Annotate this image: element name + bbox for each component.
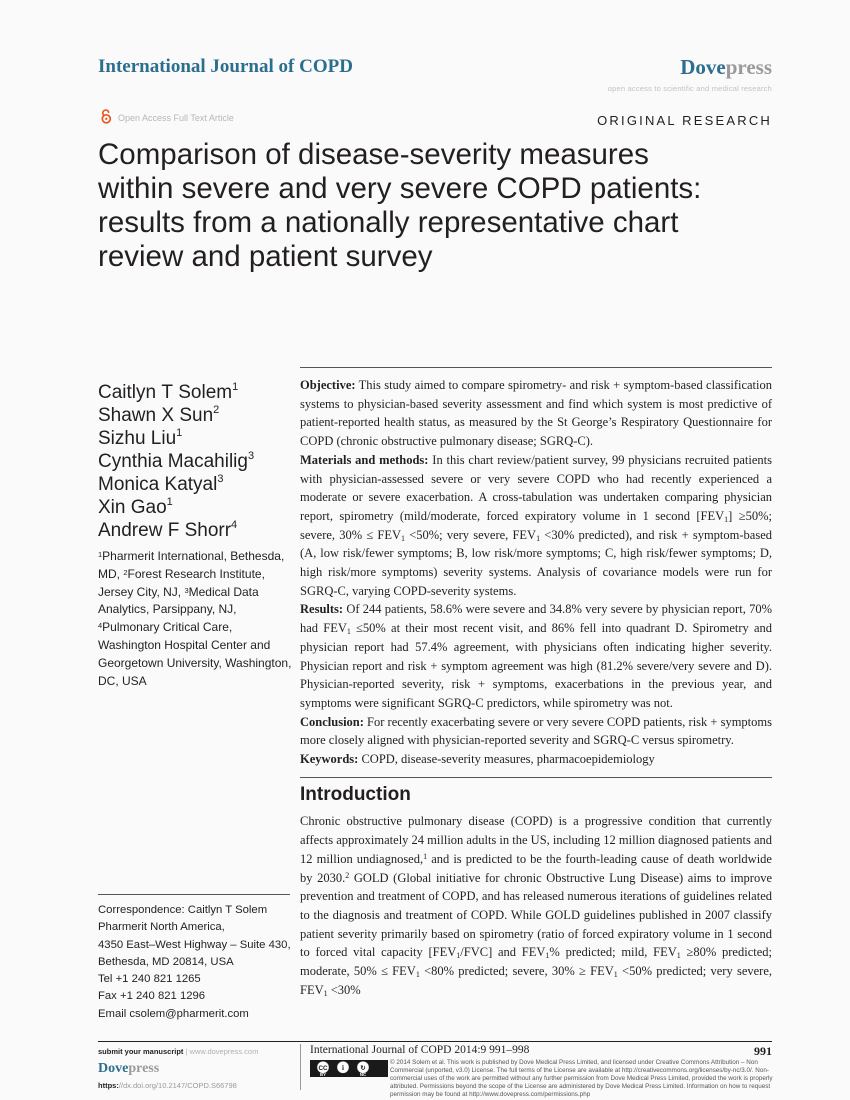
svg-text:BY: BY <box>320 1072 326 1077</box>
svg-text:i: i <box>342 1064 344 1072</box>
svg-text:NC: NC <box>360 1072 366 1077</box>
